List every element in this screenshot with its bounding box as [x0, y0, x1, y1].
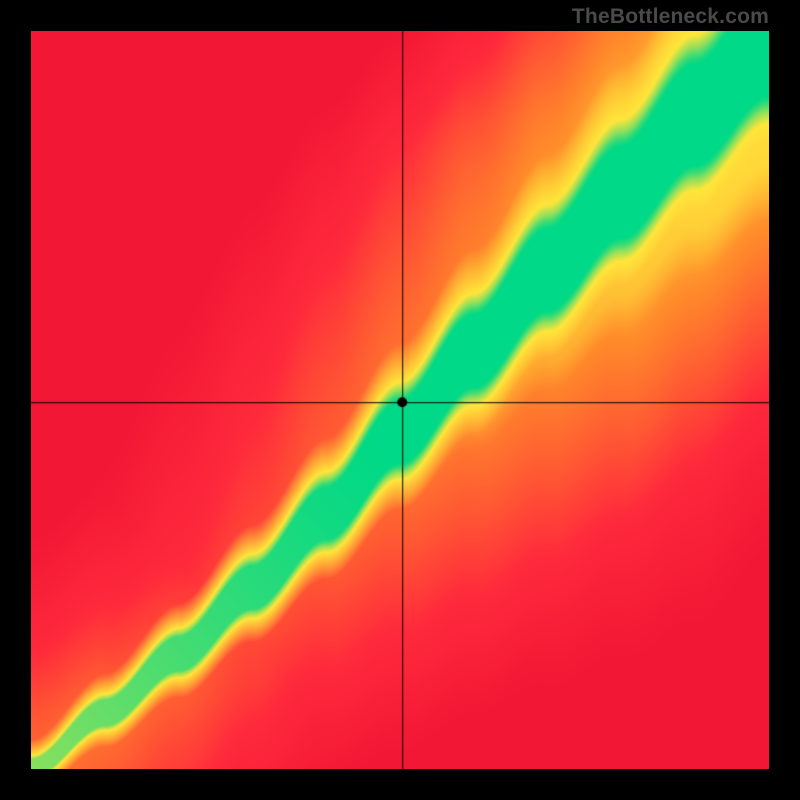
watermark-text: TheBottleneck.com — [572, 5, 769, 29]
bottleneck-heatmap — [31, 31, 769, 769]
